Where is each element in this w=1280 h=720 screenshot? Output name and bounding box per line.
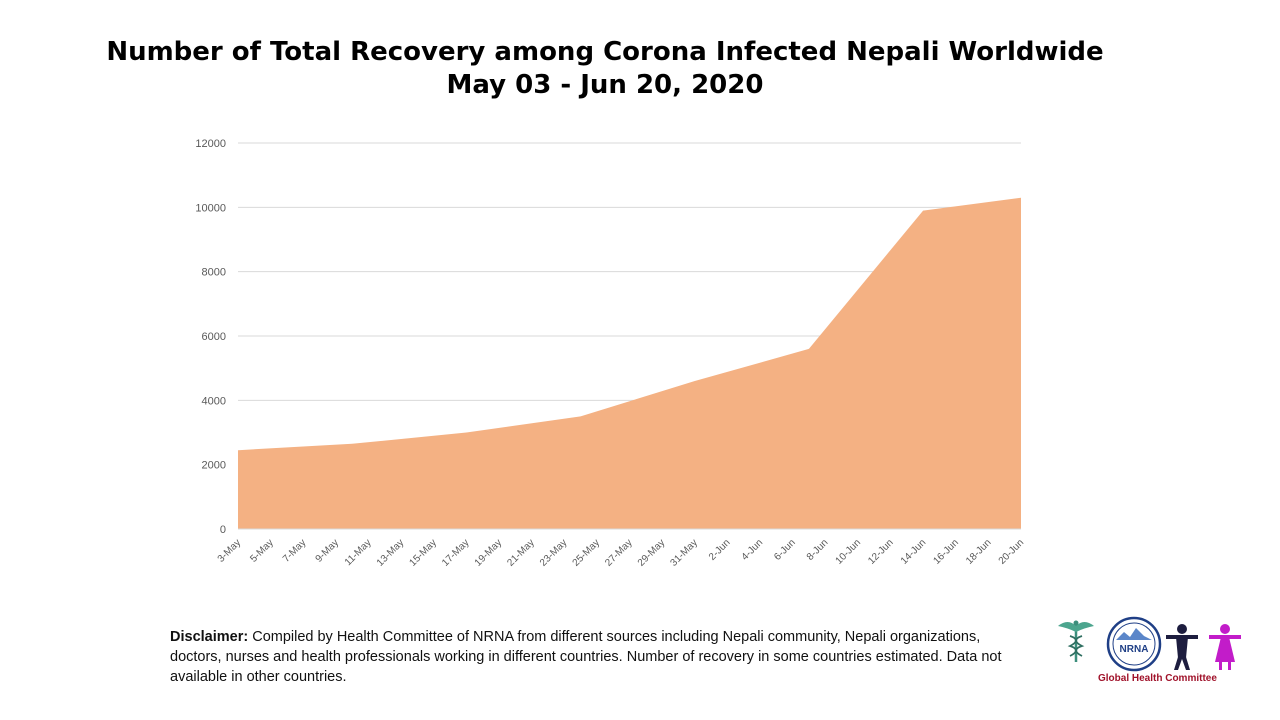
x-tick-label: 8-Jun [805, 537, 830, 562]
x-tick-label: 13-May [375, 537, 406, 568]
x-tick-label: 27-May [603, 537, 634, 568]
female-figure-icon [1209, 624, 1241, 670]
x-tick-label: 19-May [473, 537, 504, 568]
x-tick-label: 15-May [408, 537, 439, 568]
x-tick-label: 20-Jun [997, 537, 1026, 566]
male-figure-icon [1166, 624, 1198, 670]
x-tick-label: 16-Jun [931, 537, 960, 566]
x-tick-label: 17-May [440, 537, 471, 568]
x-tick-label: 31-May [669, 537, 700, 568]
x-tick-label: 4-Jun [740, 537, 765, 562]
x-tick-label: 18-Jun [964, 537, 993, 566]
x-tick-label: 9-May [314, 537, 341, 564]
chart-title: Number of Total Recovery among Corona In… [0, 36, 1210, 102]
y-tick-label: 8000 [202, 267, 226, 279]
chart-title-line1: Number of Total Recovery among Corona In… [106, 37, 1104, 67]
x-tick-label: 2-Jun [707, 537, 732, 562]
series-area [238, 197, 1021, 529]
y-tick-label: 6000 [202, 331, 226, 343]
y-tick-label: 0 [220, 524, 226, 536]
x-tick-label: 5-May [248, 537, 275, 564]
logo-caption: Global Health Committee [1098, 673, 1217, 684]
x-tick-label: 3-May [216, 537, 243, 564]
x-tick-label: 7-May [281, 537, 308, 564]
x-tick-label: 23-May [538, 537, 569, 568]
nrna-logo-text: NRNA [1120, 644, 1149, 655]
disclaimer: Disclaimer: Compiled by Health Committee… [170, 627, 1005, 687]
chart-title-line2: May 03 - Jun 20, 2020 [446, 70, 764, 100]
disclaimer-label: Disclaimer: [170, 629, 249, 645]
y-tick-label: 10000 [195, 202, 226, 214]
y-tick-label: 2000 [202, 460, 226, 472]
x-tick-label: 11-May [343, 537, 374, 568]
y-tick-label: 4000 [202, 395, 226, 407]
disclaimer-text: Compiled by Health Committee of NRNA fro… [170, 629, 1002, 685]
x-tick-label: 6-Jun [772, 537, 797, 562]
x-tick-label: 12-Jun [866, 537, 895, 566]
logo-group: NRNA [1058, 616, 1241, 672]
caduceus-icon [1058, 620, 1094, 662]
x-tick-label: 29-May [636, 537, 667, 568]
x-tick-label: 21-May [505, 537, 536, 568]
y-tick-label: 12000 [195, 138, 226, 150]
x-tick-label: 14-Jun [899, 537, 928, 566]
nrna-logo: NRNA [1106, 616, 1162, 672]
x-tick-label: 25-May [571, 537, 602, 568]
x-tick-label: 10-Jun [834, 537, 863, 566]
